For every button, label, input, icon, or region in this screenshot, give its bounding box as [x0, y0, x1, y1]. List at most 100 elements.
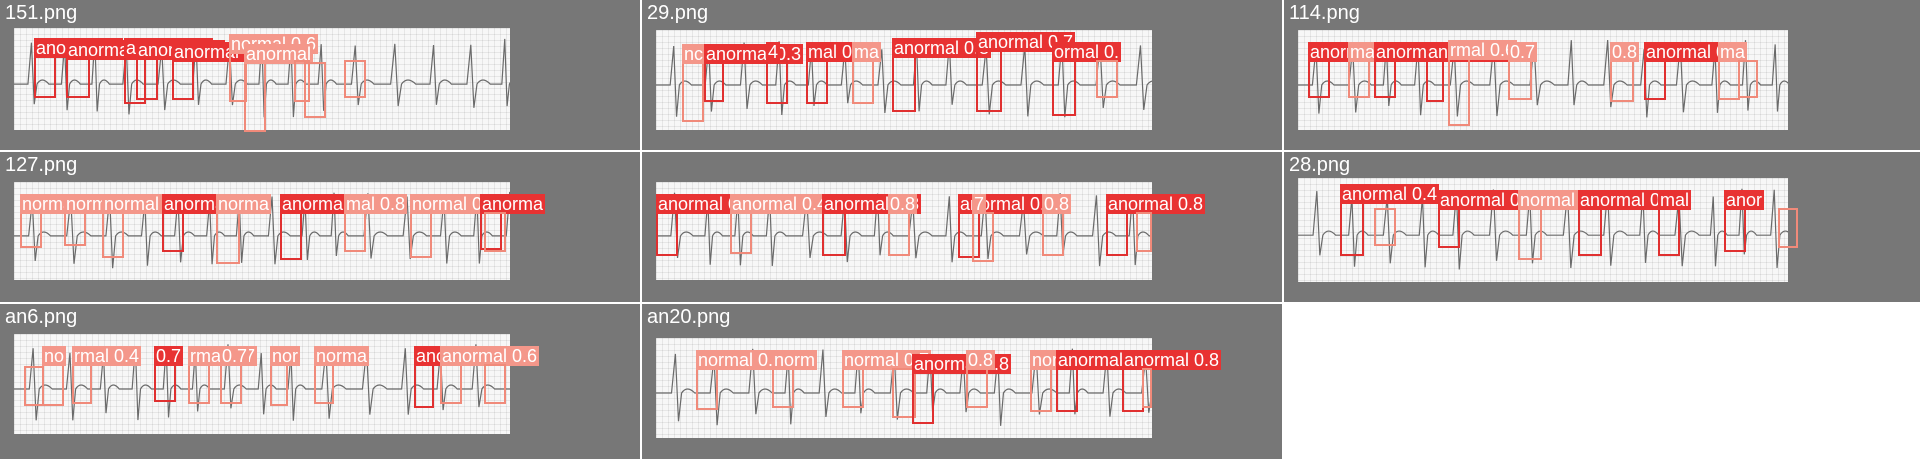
detection-label: rmal 0.4	[72, 346, 142, 366]
detection-label: anormal 0.7	[976, 32, 1076, 52]
detection-box	[1096, 60, 1118, 98]
ecg-waveform	[656, 192, 1152, 267]
detection-label: 0.7	[1508, 42, 1538, 62]
detection-label: mal 0.8	[344, 194, 408, 214]
detection-box: anormal 0.7	[976, 32, 1076, 112]
detection-box: 0.8	[888, 194, 918, 256]
ecg-trace	[1298, 188, 1788, 270]
detection-box: nor	[270, 346, 301, 406]
detection-box: anormal	[244, 44, 314, 132]
detection-box	[892, 368, 916, 418]
detection-label: mal	[1658, 190, 1692, 210]
ecg-waveform	[1298, 40, 1788, 118]
detection-label: 0.7	[220, 346, 250, 366]
detection-box: rmal 0.7	[188, 346, 258, 404]
detection-label: 0.7	[154, 346, 184, 366]
ecg-waveform	[14, 344, 510, 421]
detection-box: anormal 0.	[656, 194, 746, 256]
tile-filename: 151.png	[5, 2, 78, 24]
detection-box: 0.7	[220, 346, 250, 404]
detection-box: anormal 0.4	[1308, 42, 1408, 98]
detection-box: 0.7	[154, 346, 184, 402]
detection-box: ma	[852, 42, 882, 104]
detection-label: anormal 0.8	[1122, 350, 1222, 370]
detection-label: 0.8	[966, 350, 996, 370]
detection-box: anormal 0.6	[162, 194, 262, 252]
detection-box	[24, 366, 44, 406]
detection-label: ma	[1348, 42, 1378, 62]
detection-box: 0.7	[1508, 42, 1538, 100]
tile-filename: 29.png	[647, 2, 709, 24]
ecg-waveform	[656, 41, 1152, 118]
detection-box	[484, 212, 506, 252]
detection-box: ma	[1718, 42, 1748, 100]
detection-box	[1142, 368, 1152, 408]
detection-label: ma	[852, 42, 882, 62]
detection-box: anorma	[480, 194, 546, 250]
tile-filename: 127.png	[5, 154, 78, 176]
detection-label: anormal 0.	[656, 194, 746, 214]
detection-label: anormal 0.6	[440, 346, 540, 366]
detection-box: norma	[216, 194, 272, 264]
detection-box: no	[42, 346, 67, 406]
tile-filename: an6.png	[5, 306, 78, 328]
detection-box: anormal 0.8	[1122, 350, 1222, 412]
result-tile: 28.png anormal 0.4 anormal 0.8 normal 0.8 an…	[1284, 152, 1920, 302]
detection-label: normal 0.	[410, 194, 490, 214]
detection-box: normal 0.8	[1030, 350, 1120, 412]
detection-label: ormal 0.	[1052, 42, 1122, 62]
result-tile: an20.png normal 0.8 norm normal 0.7 anormal …	[642, 304, 1282, 459]
detection-box: anormal 0.3	[172, 42, 272, 100]
detection-box: ormal 0.	[1052, 42, 1122, 116]
detection-label: anormal 0.8	[892, 38, 992, 58]
ecg-trace	[14, 38, 510, 118]
detection-box: anormal 0.7	[1644, 42, 1744, 100]
detection-label: rmal 0.6	[1448, 40, 1518, 60]
detection-label: 0.8	[1610, 42, 1640, 62]
detection-box: rmal 0.6	[1448, 40, 1518, 126]
detection-label: anormal 0.8	[1438, 190, 1538, 210]
detection-label: normal 0.8	[696, 350, 786, 370]
detection-box: 0.8	[966, 350, 996, 408]
detection-box: anormal 0.	[34, 38, 124, 98]
detection-label: anormal 0.8	[1106, 194, 1206, 214]
detection-box: 4	[766, 42, 788, 104]
detection-box	[484, 364, 506, 404]
detection-box: anormal 0.3	[704, 44, 804, 102]
detection-box: anormal 0.8	[912, 354, 1012, 424]
detection-box: anormal 0.4	[1426, 42, 1526, 102]
detection-box	[1374, 208, 1396, 246]
detection-label: anormal 0.3	[704, 44, 804, 64]
detection-box: anormal 0.	[136, 40, 226, 100]
detection-box: normal 0.5	[64, 194, 154, 246]
detection-box: rmal 0.4	[72, 346, 142, 404]
detection-box: anormal 0.3	[66, 40, 166, 98]
detection-box: anor	[1724, 190, 1765, 252]
detection-box: anormal 0.3	[1374, 42, 1474, 98]
detection-label: anor	[1724, 190, 1765, 210]
detection-box	[344, 60, 366, 98]
detection-box: normal 0.	[410, 194, 490, 258]
detection-label: anormal 0.4	[1340, 184, 1440, 204]
detection-box: 0.8	[1610, 42, 1640, 102]
detection-box: normal 0.	[20, 194, 100, 248]
detection-box: anormal 0.8	[1106, 194, 1206, 256]
ecg-waveform	[1298, 188, 1788, 270]
detection-box: anormal 0.4	[1340, 184, 1440, 256]
detection-box: anormal 0.	[1056, 350, 1146, 412]
detection-box: 0.8	[1042, 194, 1072, 256]
detection-label: anorma	[480, 194, 546, 214]
ecg-waveform	[14, 38, 510, 118]
detection-label: anormal 0.8	[1578, 190, 1678, 210]
detection-box: norma	[314, 346, 370, 404]
detection-label: anormal 0.4	[730, 194, 830, 214]
detection-box	[304, 62, 326, 118]
result-tile: anormal 0. anormal 0.4 anormal 0.8 0.8 anorm…	[642, 152, 1282, 302]
detection-box: anormal 0.6	[440, 346, 540, 404]
detection-box	[294, 60, 310, 102]
detection-box: ma	[1348, 42, 1378, 98]
detection-label: no	[42, 346, 67, 366]
